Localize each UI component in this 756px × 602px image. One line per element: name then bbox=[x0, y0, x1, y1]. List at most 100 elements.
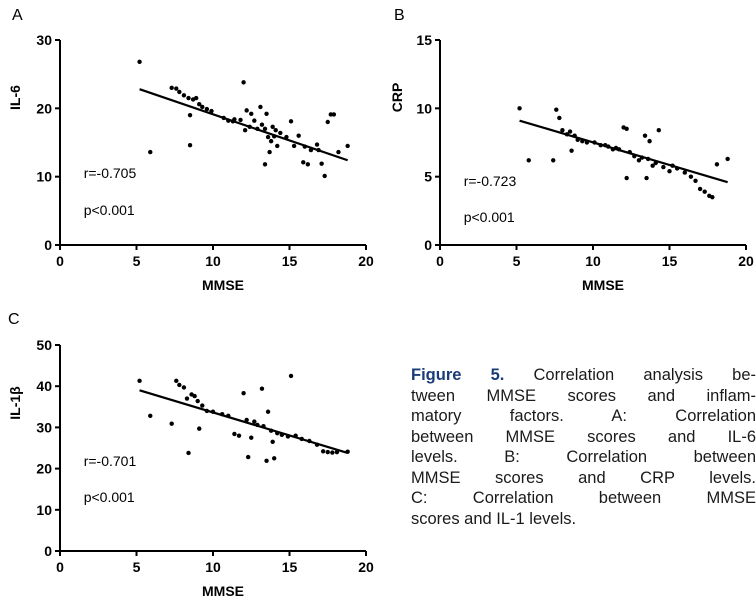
panel-c-x-tick-label: 10 bbox=[205, 559, 221, 575]
panel-b-y-tick-label: 15 bbox=[416, 32, 432, 48]
panel-a-data-point bbox=[187, 112, 193, 118]
panel-c-data-point bbox=[261, 423, 266, 429]
panel-a-data-point bbox=[284, 134, 289, 140]
panel-a-data-point bbox=[249, 111, 254, 117]
panel-a-data-point bbox=[181, 93, 187, 98]
panel-b-y-axis-title: CRP bbox=[389, 83, 405, 113]
panel-c-data-point bbox=[210, 409, 216, 414]
panel-b-data-point bbox=[624, 175, 629, 181]
panel-c-data-point bbox=[330, 450, 335, 455]
panel-a-data-point bbox=[275, 143, 280, 149]
panel-a-data-point bbox=[242, 128, 248, 133]
panel-a-data-point bbox=[308, 147, 314, 153]
panel-a-data-point bbox=[322, 173, 327, 179]
panel-c-data-point bbox=[195, 398, 200, 404]
panel-b-data-point bbox=[702, 189, 707, 194]
panel-b-data-point bbox=[624, 126, 629, 132]
panel-c-data-point bbox=[270, 439, 275, 445]
caption-line-1-text: Correlation analysis be- bbox=[504, 366, 756, 384]
panel-a-data-point bbox=[200, 104, 205, 110]
panel-a-r-value: r=-0.705 bbox=[84, 165, 137, 181]
panel-b-data-point bbox=[661, 164, 666, 170]
panel-c-data-point bbox=[219, 412, 225, 417]
panel-b-data-point bbox=[598, 143, 603, 148]
panel-a-p-value: p<0.001 bbox=[84, 202, 135, 218]
panel-b-y-tick-label: 5 bbox=[424, 169, 432, 185]
panel-a-y-tick-label: 0 bbox=[44, 237, 52, 253]
panel-a-x-tick-label: 20 bbox=[358, 253, 374, 269]
panel-a-data-point bbox=[291, 143, 297, 149]
panel-b-data-point bbox=[636, 158, 642, 163]
panel-c-p-value: p<0.001 bbox=[84, 489, 135, 505]
caption-label: Figure 5. bbox=[411, 366, 505, 384]
panel-a-data-point bbox=[197, 102, 202, 107]
panel-c-data-point bbox=[320, 449, 326, 454]
panel-c-x-tick-label: 20 bbox=[358, 559, 374, 575]
panel-b-x-tick-label: 15 bbox=[662, 253, 678, 269]
panel-b-data-point bbox=[670, 163, 675, 168]
panel-c-data-point bbox=[252, 419, 257, 424]
panel-b-data-point bbox=[644, 175, 649, 181]
panel-b-data-point bbox=[567, 129, 573, 134]
panel-b-data-point bbox=[656, 128, 661, 133]
panel-a-data-point bbox=[278, 130, 283, 136]
caption-line-1: Figure 5. Correlation analysis be- bbox=[411, 365, 756, 386]
panel-a-data-point bbox=[345, 143, 350, 149]
panel-a-data-point bbox=[267, 149, 272, 155]
panel-b-data-point bbox=[632, 153, 637, 159]
panel-c-y-tick-label: 30 bbox=[36, 419, 52, 435]
panel-c-x-axis-title: MMSE bbox=[202, 583, 244, 599]
panel-b-data-point bbox=[526, 158, 531, 163]
panel-c-y-tick-label: 50 bbox=[36, 337, 52, 353]
panel-c-data-point bbox=[232, 431, 237, 437]
panel-c-data-point bbox=[245, 454, 251, 460]
panel-b-x-tick-label: 20 bbox=[738, 253, 754, 269]
panel-a-data-point bbox=[296, 133, 301, 138]
panel-c-regression-line bbox=[139, 389, 348, 454]
panel-b-data-point bbox=[557, 115, 562, 121]
panel-a-y-tick-label: 20 bbox=[36, 100, 52, 116]
panel-b-data-point bbox=[650, 163, 655, 168]
panel-c-data-point bbox=[307, 438, 312, 444]
panel-b-data-point bbox=[642, 133, 648, 138]
panel-a-data-point bbox=[238, 117, 243, 123]
panel-c-data-point bbox=[259, 386, 265, 391]
panel-b-data-point bbox=[674, 166, 680, 171]
panel-b-data-point bbox=[584, 140, 590, 145]
panel-b-data-point bbox=[682, 170, 687, 175]
panel-a-x-tick-label: 0 bbox=[56, 253, 64, 269]
panel-b-data-point bbox=[616, 147, 622, 152]
caption-line-3: matory factors. A: Correlation bbox=[411, 407, 756, 425]
panel-a-data-point bbox=[193, 95, 199, 101]
caption-line-7: C: Correlation between MMSE bbox=[411, 489, 756, 507]
panel-c-data-point bbox=[204, 408, 210, 414]
panel-c-data-point bbox=[255, 422, 260, 428]
panel-c-data-point bbox=[334, 449, 340, 455]
panel-c-y-axis-title: IL-1β bbox=[7, 386, 23, 420]
panel-b-data-point bbox=[653, 160, 658, 166]
panel-b-data-point bbox=[688, 174, 694, 179]
panel-c-data-point bbox=[265, 409, 271, 414]
caption-line-2: tween MMSE scores and inflam- bbox=[411, 386, 756, 405]
panel-c-data-point bbox=[249, 435, 254, 440]
panel-a-regression-line bbox=[139, 88, 348, 162]
panel-c-data-point bbox=[148, 413, 153, 419]
panel-c-y-tick-label: 10 bbox=[36, 502, 52, 518]
panel-b-data-point bbox=[645, 156, 651, 162]
panel-c-data-point bbox=[184, 396, 190, 401]
panel-c-data-point bbox=[174, 378, 179, 384]
panel-a-data-point bbox=[262, 162, 268, 167]
panel-a-data-point bbox=[148, 149, 153, 155]
panel-b-data-point bbox=[580, 138, 585, 144]
panel-c-data-point bbox=[181, 385, 187, 390]
panel-b-data-point bbox=[560, 128, 565, 133]
panel-c-x-tick-label: 15 bbox=[282, 559, 298, 575]
panel-c-data-point bbox=[264, 458, 269, 463]
panel-b-x-tick-label: 10 bbox=[585, 253, 601, 269]
panel-c-data-point bbox=[314, 442, 320, 447]
panel-a-data-point bbox=[204, 106, 210, 112]
panel-a-data-point bbox=[232, 117, 237, 122]
panel-a-data-point bbox=[319, 161, 324, 166]
panel-b-x-tick-label: 0 bbox=[436, 253, 444, 269]
